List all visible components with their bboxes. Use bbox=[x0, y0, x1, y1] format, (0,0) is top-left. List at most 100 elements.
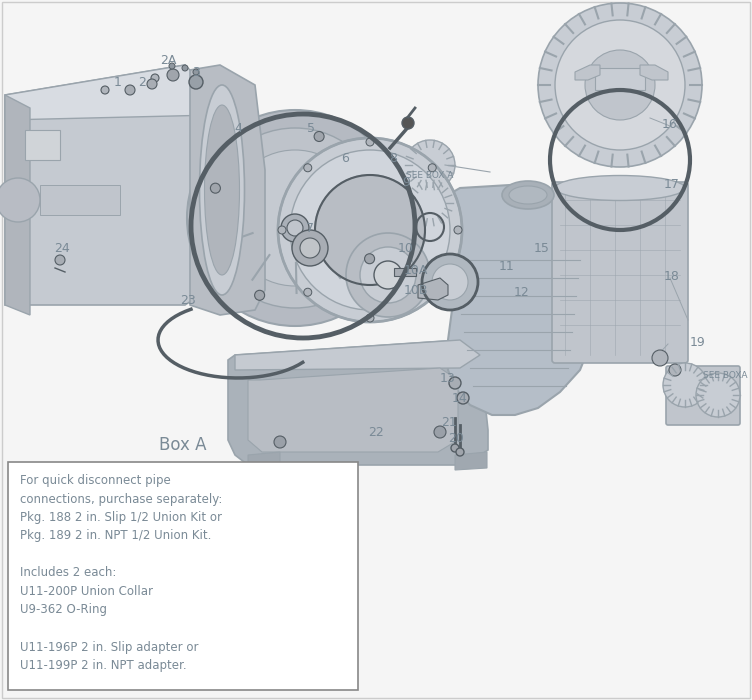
Circle shape bbox=[422, 254, 478, 310]
Text: 18: 18 bbox=[664, 270, 680, 284]
Ellipse shape bbox=[502, 181, 554, 209]
Text: For quick disconnect pipe
connections, purchase separately:
Pkg. 188 2 in. Slip : For quick disconnect pipe connections, p… bbox=[20, 474, 223, 672]
Polygon shape bbox=[5, 65, 215, 305]
Circle shape bbox=[255, 290, 265, 300]
Text: 23: 23 bbox=[180, 293, 196, 307]
Circle shape bbox=[125, 85, 135, 95]
Text: 20: 20 bbox=[448, 433, 464, 445]
FancyBboxPatch shape bbox=[552, 182, 688, 363]
Circle shape bbox=[428, 288, 436, 296]
Text: SEE BOXA: SEE BOXA bbox=[703, 370, 747, 379]
Circle shape bbox=[0, 178, 40, 222]
Text: 14: 14 bbox=[452, 391, 468, 405]
Text: 10A: 10A bbox=[404, 263, 428, 276]
Text: 11: 11 bbox=[499, 260, 515, 274]
Circle shape bbox=[365, 254, 374, 264]
Text: 16: 16 bbox=[662, 118, 678, 130]
Circle shape bbox=[538, 3, 702, 167]
Polygon shape bbox=[228, 340, 488, 465]
Circle shape bbox=[167, 69, 179, 81]
Polygon shape bbox=[422, 185, 595, 415]
Circle shape bbox=[287, 220, 303, 236]
Circle shape bbox=[451, 444, 459, 452]
Bar bbox=[8, 462, 358, 690]
Text: 22: 22 bbox=[368, 426, 384, 438]
Text: 8: 8 bbox=[389, 151, 397, 164]
Text: Box A: Box A bbox=[159, 436, 207, 454]
Bar bbox=[40, 185, 120, 215]
Text: 24: 24 bbox=[54, 241, 70, 255]
Text: 1: 1 bbox=[114, 76, 122, 88]
Polygon shape bbox=[640, 65, 668, 80]
Circle shape bbox=[147, 79, 157, 89]
Ellipse shape bbox=[199, 85, 244, 295]
Text: SEE BOX A: SEE BOX A bbox=[406, 171, 453, 179]
Text: 13: 13 bbox=[440, 372, 456, 386]
Circle shape bbox=[555, 20, 685, 150]
Text: 15: 15 bbox=[534, 241, 550, 255]
Text: 2: 2 bbox=[138, 76, 146, 88]
Circle shape bbox=[405, 140, 455, 190]
Circle shape bbox=[101, 86, 109, 94]
Text: 2A: 2A bbox=[160, 53, 176, 66]
Circle shape bbox=[211, 183, 220, 193]
Circle shape bbox=[281, 214, 309, 242]
Circle shape bbox=[585, 50, 655, 120]
Circle shape bbox=[360, 247, 416, 303]
Circle shape bbox=[314, 132, 324, 141]
Text: 10B: 10B bbox=[404, 284, 428, 297]
FancyBboxPatch shape bbox=[666, 366, 740, 425]
Circle shape bbox=[151, 74, 159, 82]
Circle shape bbox=[669, 364, 681, 376]
Circle shape bbox=[652, 350, 668, 366]
Circle shape bbox=[55, 255, 65, 265]
Circle shape bbox=[432, 264, 468, 300]
Bar bbox=[595, 68, 645, 90]
Circle shape bbox=[169, 63, 175, 69]
Circle shape bbox=[366, 138, 374, 146]
Text: 10: 10 bbox=[398, 241, 414, 255]
Polygon shape bbox=[575, 65, 600, 80]
Circle shape bbox=[698, 375, 738, 415]
Circle shape bbox=[665, 365, 705, 405]
Text: 12: 12 bbox=[514, 286, 530, 298]
Polygon shape bbox=[248, 368, 458, 452]
Circle shape bbox=[187, 110, 403, 326]
Circle shape bbox=[366, 314, 374, 322]
Text: 7: 7 bbox=[306, 221, 314, 234]
Circle shape bbox=[434, 426, 446, 438]
Circle shape bbox=[290, 150, 450, 310]
Ellipse shape bbox=[555, 176, 685, 200]
Circle shape bbox=[408, 143, 452, 187]
Text: 3: 3 bbox=[192, 66, 200, 80]
Text: 5: 5 bbox=[307, 122, 315, 134]
Circle shape bbox=[227, 150, 363, 286]
Circle shape bbox=[189, 75, 203, 89]
Text: 4: 4 bbox=[234, 122, 242, 134]
Circle shape bbox=[274, 436, 286, 448]
Circle shape bbox=[193, 69, 199, 75]
Polygon shape bbox=[455, 452, 487, 470]
Circle shape bbox=[407, 180, 453, 226]
Circle shape bbox=[182, 65, 188, 71]
Polygon shape bbox=[5, 65, 215, 120]
Circle shape bbox=[402, 117, 414, 129]
Text: 9: 9 bbox=[402, 176, 410, 188]
Text: 17: 17 bbox=[664, 178, 680, 190]
Circle shape bbox=[428, 164, 436, 172]
Circle shape bbox=[315, 175, 425, 285]
Text: 19: 19 bbox=[690, 335, 706, 349]
Polygon shape bbox=[418, 278, 448, 300]
Polygon shape bbox=[248, 452, 280, 470]
Polygon shape bbox=[235, 340, 480, 370]
Polygon shape bbox=[190, 65, 265, 315]
Circle shape bbox=[304, 164, 312, 172]
Circle shape bbox=[454, 226, 462, 234]
Circle shape bbox=[663, 363, 707, 407]
Bar bbox=[394, 268, 416, 276]
Circle shape bbox=[278, 226, 286, 234]
Circle shape bbox=[292, 230, 328, 266]
Circle shape bbox=[410, 183, 450, 223]
Circle shape bbox=[457, 392, 469, 404]
Circle shape bbox=[696, 373, 740, 417]
